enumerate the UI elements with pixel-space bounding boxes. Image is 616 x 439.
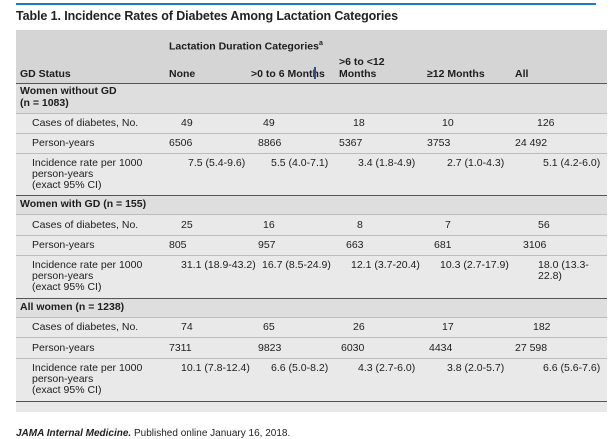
row-divider [16,113,608,114]
row-label: Cases of diabetes, No. [32,219,139,231]
cell: 12.1 (3.7-20.4) [351,259,420,271]
cell: 7 [445,219,451,231]
cell: 8 [357,219,363,231]
row-divider [16,133,608,134]
cell: 16.7 (8.5-24.9) [262,259,331,271]
title-rule [16,3,596,5]
section-band [16,299,608,317]
section-band [16,196,608,214]
cell: 805 [169,239,187,251]
cell: 3.4 (1.8-4.9) [358,157,416,169]
cell: 9823 [258,342,282,354]
row-label: Cases of diabetes, No. [32,321,139,333]
row-label-line3: (exact 95% CI) [32,179,102,191]
section-band [16,84,608,113]
col-header-0-6-months: >0 to 6 Months [251,68,325,80]
section-label: All women (n = 1238) [20,301,125,313]
journal-name: JAMA Internal Medicine. [16,428,132,439]
row-divider [16,317,608,318]
row-label: Person-years [32,342,95,354]
row-label: Person-years [32,239,95,251]
cell: 5.5 (4.0-7.1) [271,157,329,169]
cell: 10.3 (2.7-17.9) [440,259,509,271]
section-divider [16,298,608,299]
cell: 2.7 (1.0-4.3) [447,157,505,169]
citation-footer: JAMA Internal Medicine. Published online… [16,428,290,439]
cell: 126 [537,117,555,129]
cell: 74 [181,321,193,333]
text-cursor-icon [314,67,316,79]
cell: 957 [258,239,276,251]
column-group-header: Lactation Duration Categoriesa [169,40,323,53]
section-label: Women with GD (n = 155) [20,198,147,210]
row-label-line3: (exact 95% CI) [32,281,102,293]
cell: 49 [263,117,275,129]
section-label-count: (n = 1083) [20,97,69,109]
publication-date: Published online January 16, 2018. [134,428,291,439]
cell: 10 [442,117,454,129]
cell: 182 [533,321,551,333]
cell: 31.1 (18.9-43.2) [181,259,256,271]
cell: 8866 [258,137,282,149]
row-divider [16,255,608,256]
cell: 5.1 (4.2-6.0) [543,157,601,169]
row-divider [16,337,608,338]
row-label: Incidence rate per 1000 [32,259,143,271]
cell: 18 [353,117,365,129]
table-title: Table 1. Incidence Rates of Diabetes Amo… [16,9,398,23]
section-label: Women without GD [20,85,117,97]
cell: 24 492 [515,137,548,149]
cell: 6.6 (5.0-8.2) [271,362,329,374]
col-header-6-12: >6 to <12 [339,56,385,68]
section-divider [16,195,608,196]
row-label-line3: (exact 95% CI) [32,384,102,396]
cell: 18.0 (13.3- [538,259,589,271]
cell: 10.1 (7.8-12.4) [181,362,250,374]
row-label-line2: person-years [32,270,94,282]
cell: 4434 [429,342,453,354]
row-label: Incidence rate per 1000 [32,157,143,169]
row-label-line2: person-years [32,373,94,385]
cell: 3.8 (2.0-5.7) [447,362,505,374]
cell: 26 [353,321,365,333]
page-margin [607,30,616,412]
cell: 7.5 (5.4-9.6) [188,157,246,169]
row-divider [16,153,608,154]
header-divider [16,83,608,84]
cell: 3106 [523,239,547,251]
cell: 4.3 (2.7-6.0) [358,362,416,374]
col-header-6-12-months: Months [339,68,377,80]
cell: 6506 [169,137,193,149]
cell: 65 [263,321,275,333]
table-bottom-rule [16,401,608,402]
cell: 681 [434,239,452,251]
row-label: Cases of diabetes, No. [32,117,139,129]
cell: 17 [442,321,454,333]
cell: 6.6 (5.6-7.6) [543,362,601,374]
cell: 6030 [341,342,365,354]
cell: 49 [181,117,193,129]
col-header-all: All [515,68,529,80]
row-label-line2: person-years [32,168,94,180]
row-divider [16,358,608,359]
row-label: Incidence rate per 1000 [32,362,143,374]
cell: 663 [346,239,364,251]
row-divider [16,214,608,215]
cell: 56 [538,219,550,231]
cell: 3753 [427,137,451,149]
table-header [16,30,608,84]
cell-line2: 22.8) [538,270,562,282]
col-header-12-months: ≥12 Months [427,68,485,80]
cell: 5367 [339,137,363,149]
cell: 7311 [169,342,192,354]
row-label: Person-years [32,137,95,149]
row-divider [16,235,608,236]
cell: 27 598 [515,342,548,354]
cell: 25 [181,219,193,231]
col-header-none: None [169,68,196,80]
cell: 16 [263,219,275,231]
row-header-gd-status: GD Status [20,68,71,80]
